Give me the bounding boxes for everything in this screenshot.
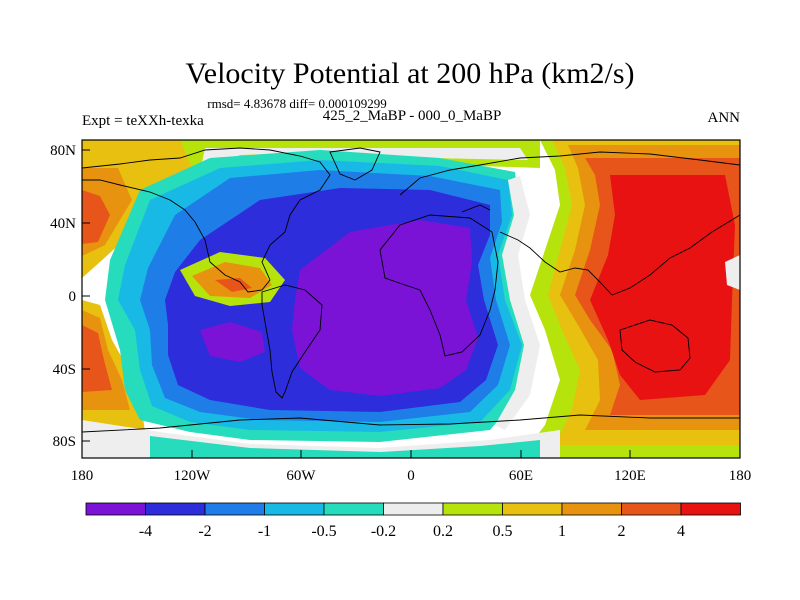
east-red-core	[590, 175, 735, 400]
season-label: ANN	[708, 110, 741, 126]
antarctica-outline	[82, 414, 740, 433]
y-axis: 80N 40N 0 40S 80S	[50, 143, 90, 450]
colorbar-label: 4	[677, 523, 685, 540]
colorbar-swatch	[383, 502, 444, 516]
greenland-outline	[329, 147, 381, 181]
x-tick-label: 60W	[286, 468, 316, 484]
x-axis: 180 120W 60W 0 60E 120E 180	[71, 450, 752, 484]
colorbar-label: 0.5	[493, 523, 513, 540]
colorbar-swatch	[85, 502, 146, 516]
stats-label: rmsd= 4.83678 diff= 0.000109299	[207, 96, 386, 111]
colorbar-label: -4	[139, 523, 152, 540]
colorbar-swatch	[442, 502, 503, 516]
x-tick-label: 120W	[174, 468, 212, 484]
colorbar-label: 0.2	[433, 523, 453, 540]
colorbar: -4 -2 -1 -0.5 -0.2 0.2 0.5 1 2 4	[85, 502, 741, 540]
colorbar-swatch	[621, 502, 682, 516]
purple-core	[292, 220, 478, 396]
x-tick-label: 60E	[509, 468, 533, 484]
colorbar-labels: -4 -2 -1 -0.5 -0.2 0.2 0.5 1 2 4	[139, 523, 685, 540]
south-band-teal	[150, 436, 540, 458]
colorbar-label: 1	[558, 523, 566, 540]
comparison-label: 425_2_MaBP - 000_0_MaBP	[323, 108, 502, 124]
y-tick-label: 0	[69, 289, 77, 305]
y-tick-label: 80N	[50, 143, 76, 159]
y-tick-label: 40S	[53, 362, 76, 378]
y-tick-label: 80S	[53, 434, 76, 450]
y-tick-label: 40N	[50, 216, 76, 232]
africa-outline	[379, 214, 499, 357]
colorbar-swatch	[145, 502, 206, 516]
x-tick-label: 180	[729, 468, 752, 484]
neutral-east-margin	[495, 176, 540, 430]
colorbar-label: -1	[258, 523, 271, 540]
colorbar-boxes	[85, 502, 741, 516]
colorbar-label: -0.5	[311, 523, 336, 540]
contour-map	[82, 140, 740, 458]
purple-west	[200, 322, 265, 362]
colorbar-swatch	[323, 502, 384, 516]
figure-title: Velocity Potential at 200 hPa (km2/s)	[185, 57, 634, 90]
south-america-outline	[261, 284, 323, 399]
europe-asia-outline	[399, 151, 740, 296]
colorbar-swatch	[204, 502, 265, 516]
west-red	[82, 190, 112, 392]
colorbar-label: -2	[198, 523, 211, 540]
experiment-label: Expt = teXXh-texka	[82, 113, 204, 129]
colorbar-swatch	[264, 502, 325, 516]
australia-outline	[619, 319, 691, 373]
x-tick-label: 120E	[614, 468, 646, 484]
colorbar-swatch	[502, 502, 563, 516]
colorbar-swatch	[561, 502, 622, 516]
north-america-outline	[82, 147, 331, 293]
x-tick-label: 0	[407, 468, 415, 484]
colorbar-label: -0.2	[371, 523, 396, 540]
continent-outlines	[82, 147, 740, 433]
east-white-spot	[725, 255, 740, 290]
colorbar-swatch	[680, 502, 741, 516]
colorbar-label: 2	[618, 523, 626, 540]
central-america-red	[215, 278, 252, 292]
x-tick-label: 180	[71, 468, 94, 484]
neutral-north	[200, 148, 528, 172]
